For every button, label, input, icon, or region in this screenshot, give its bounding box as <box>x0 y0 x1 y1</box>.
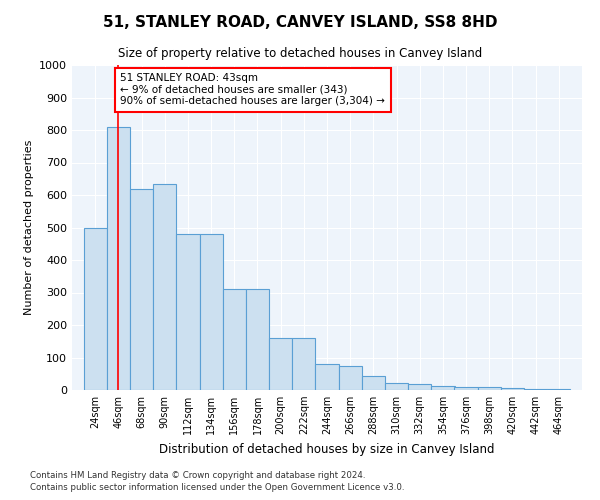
Y-axis label: Number of detached properties: Number of detached properties <box>23 140 34 315</box>
X-axis label: Distribution of detached houses by size in Canvey Island: Distribution of detached houses by size … <box>159 442 495 456</box>
Bar <box>176 234 199 390</box>
Text: 51 STANLEY ROAD: 43sqm
← 9% of detached houses are smaller (343)
90% of semi-det: 51 STANLEY ROAD: 43sqm ← 9% of detached … <box>121 73 385 106</box>
Bar <box>524 388 547 390</box>
Text: Size of property relative to detached houses in Canvey Island: Size of property relative to detached ho… <box>118 48 482 60</box>
Bar <box>316 364 338 390</box>
Bar <box>107 126 130 390</box>
Bar <box>83 228 107 390</box>
Bar <box>501 388 524 390</box>
Text: Contains HM Land Registry data © Crown copyright and database right 2024.: Contains HM Land Registry data © Crown c… <box>30 471 365 480</box>
Bar <box>455 387 478 390</box>
Bar <box>547 388 571 390</box>
Bar <box>223 289 246 390</box>
Bar <box>478 388 501 390</box>
Bar <box>338 366 362 390</box>
Bar <box>269 338 292 390</box>
Bar <box>292 338 316 390</box>
Bar <box>246 289 269 390</box>
Bar <box>130 188 153 390</box>
Bar <box>362 376 385 390</box>
Bar <box>385 383 408 390</box>
Text: 51, STANLEY ROAD, CANVEY ISLAND, SS8 8HD: 51, STANLEY ROAD, CANVEY ISLAND, SS8 8HD <box>103 15 497 30</box>
Bar <box>408 384 431 390</box>
Text: Contains public sector information licensed under the Open Government Licence v3: Contains public sector information licen… <box>30 484 404 492</box>
Bar <box>199 234 223 390</box>
Bar <box>153 184 176 390</box>
Bar <box>431 386 455 390</box>
